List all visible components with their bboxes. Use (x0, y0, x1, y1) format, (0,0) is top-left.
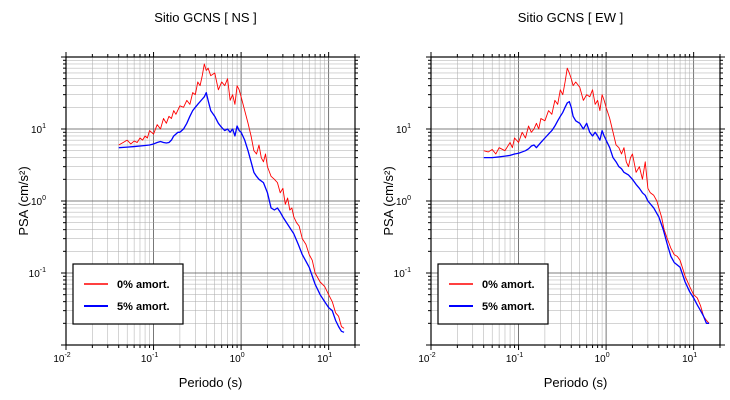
x-tick-label-base: 10 (53, 354, 65, 365)
y-tick-label-exp: -1 (40, 267, 46, 274)
x-tick-label-exp: -2 (429, 352, 435, 359)
legend-label-1: 5% amort. (117, 301, 170, 313)
y-tick-label-exp: 1 (407, 123, 411, 130)
legend: 0% amort. 5% amort. (437, 263, 549, 325)
plot-frame (65, 56, 356, 346)
legend-label-0: 0% amort. (117, 279, 170, 291)
y-tick-label-base: 10 (396, 197, 408, 208)
legend-label-1: 5% amort. (482, 301, 535, 313)
y-tick-label-exp: 1 (42, 123, 46, 130)
legend-label-0: 0% amort. (482, 279, 535, 291)
x-tick-label: 101 (682, 352, 697, 365)
y-tick-label-exp: 0 (407, 195, 411, 202)
y-axis-label: PSA (cm/s²) (381, 166, 396, 235)
x-tick-label: 10-1 (141, 352, 158, 365)
chart-title: Sitio GCNS [ NS ] (154, 10, 257, 25)
y-tick-label-base: 10 (396, 125, 408, 136)
x-tick-label: 10-2 (418, 352, 435, 365)
series-line-1 (118, 91, 345, 333)
y-tick-label: 10-1 (29, 267, 46, 280)
x-tick-label-exp: -1 (517, 352, 523, 359)
y-tick-label: 10-1 (394, 267, 411, 280)
legend-box (72, 263, 184, 325)
y-axis-label: PSA (cm/s²) (16, 166, 31, 235)
x-tick-label-base: 10 (317, 354, 329, 365)
series-line-0 (118, 63, 345, 329)
x-tick-label-base: 10 (141, 354, 153, 365)
x-tick-label-base: 10 (682, 354, 694, 365)
x-tick-label-exp: 1 (328, 352, 332, 359)
y-tick-label: 101 (396, 123, 411, 136)
x-tick-label-exp: 1 (693, 352, 697, 359)
x-tick-label: 100 (230, 352, 245, 365)
x-tick-label: 10-2 (53, 352, 70, 365)
chart-title: Sitio GCNS [ EW ] (518, 10, 623, 25)
grid (430, 56, 721, 346)
x-tick-label-exp: 0 (606, 352, 610, 359)
y-tick-label-base: 10 (29, 269, 41, 280)
y-tick-label: 101 (31, 123, 46, 136)
y-tick-label: 100 (31, 195, 46, 208)
y-tick-label-base: 10 (31, 125, 43, 136)
x-tick-label-base: 10 (506, 354, 518, 365)
x-tick-label-base: 10 (230, 354, 242, 365)
x-axis-label: Periodo (s) (179, 375, 243, 390)
plot-frame (430, 56, 721, 346)
x-tick-label-base: 10 (595, 354, 607, 365)
y-tick-label-base: 10 (394, 269, 406, 280)
x-tick-label: 101 (317, 352, 332, 365)
x-tick-label: 10-1 (506, 352, 523, 365)
legend: 0% amort. 5% amort. (72, 263, 184, 325)
x-tick-label-exp: -2 (64, 352, 70, 359)
y-tick-label-exp: -1 (405, 267, 411, 274)
y-tick-label-base: 10 (31, 197, 43, 208)
x-tick-label-exp: 0 (241, 352, 245, 359)
x-tick-label-base: 10 (418, 354, 430, 365)
series-line-1 (483, 100, 710, 324)
x-tick-label: 100 (595, 352, 610, 365)
x-tick-label-exp: -1 (152, 352, 158, 359)
x-axis-label: Periodo (s) (544, 375, 608, 390)
series-line-0 (483, 67, 710, 324)
y-tick-label-exp: 0 (42, 195, 46, 202)
y-tick-label: 100 (396, 195, 411, 208)
legend-box (437, 263, 549, 325)
